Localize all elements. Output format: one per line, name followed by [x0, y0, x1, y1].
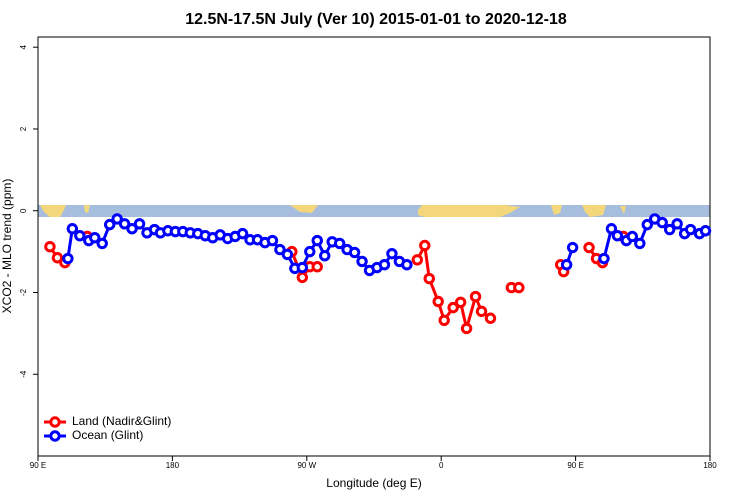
point [411, 254, 424, 266]
point [513, 281, 525, 294]
legend-label: Land (Nadir&Glint) [72, 414, 171, 428]
point [274, 243, 286, 256]
y-tick-label: 4 [19, 44, 28, 49]
legend-label: Ocean (Glint) [72, 428, 143, 442]
point [74, 229, 86, 242]
plot-frame [37, 36, 711, 457]
point [62, 252, 74, 265]
point [611, 229, 624, 242]
x-tick-label: 90 E [30, 461, 46, 470]
point [133, 218, 146, 230]
point [475, 305, 488, 317]
point [605, 223, 618, 235]
land-blob [40, 205, 66, 217]
x-tick-label: 90 E [567, 461, 583, 470]
point [126, 223, 138, 235]
point [96, 237, 108, 250]
y-tick-label: 2 [19, 126, 28, 131]
point [311, 261, 323, 273]
point [598, 252, 610, 265]
x-axis-label: Longitude (deg E) [326, 476, 421, 490]
point [560, 258, 573, 271]
point [311, 234, 323, 247]
x-tick-label: 180 [703, 461, 717, 470]
point [460, 322, 473, 335]
point [438, 314, 450, 326]
point [484, 312, 497, 324]
point [699, 225, 712, 237]
point [634, 237, 646, 250]
point [103, 218, 116, 231]
chart-title: 12.5N-17.5N July (Ver 10) 2015-01-01 to … [185, 11, 567, 28]
legend-marker [49, 430, 61, 442]
point [401, 258, 413, 271]
point [348, 246, 361, 259]
land-blob [620, 206, 626, 214]
point [378, 258, 391, 271]
point [423, 272, 435, 285]
legend-marker [49, 416, 61, 428]
point [118, 218, 131, 230]
point [671, 218, 683, 230]
point [583, 241, 595, 254]
land-blob [551, 205, 562, 215]
land-blob [290, 205, 318, 213]
point [641, 218, 653, 231]
point [356, 255, 368, 268]
point [304, 245, 316, 258]
point [656, 216, 668, 229]
point [66, 223, 79, 235]
point [386, 247, 398, 260]
point [236, 227, 249, 240]
point [111, 213, 123, 225]
y-axis-label: XCO2 - MLO trend (ppm) [0, 179, 14, 314]
y-tick-label: -4 [19, 370, 28, 378]
point [684, 223, 697, 236]
land-blob [84, 205, 90, 213]
x-tick-label: 0 [439, 461, 444, 470]
point [296, 271, 309, 284]
point [51, 252, 64, 264]
x-tick-label: 180 [166, 461, 180, 470]
point [419, 239, 431, 252]
point [566, 241, 579, 254]
point [89, 232, 101, 244]
point [626, 230, 639, 243]
point [432, 295, 444, 308]
point [296, 261, 309, 274]
point [266, 234, 279, 247]
y-tick-label: 0 [19, 208, 28, 213]
ocean-strip [38, 205, 710, 217]
land-blob [418, 205, 520, 217]
point [333, 237, 346, 250]
point [663, 223, 676, 236]
y-tick-label: -2 [19, 288, 28, 296]
point [44, 241, 56, 253]
point [447, 301, 459, 314]
x-tick-label: 90 W [297, 461, 316, 470]
point [454, 296, 467, 308]
land-blob [582, 205, 606, 217]
point [469, 290, 482, 303]
map-strip [38, 205, 710, 217]
point [319, 249, 331, 262]
point [281, 248, 294, 261]
